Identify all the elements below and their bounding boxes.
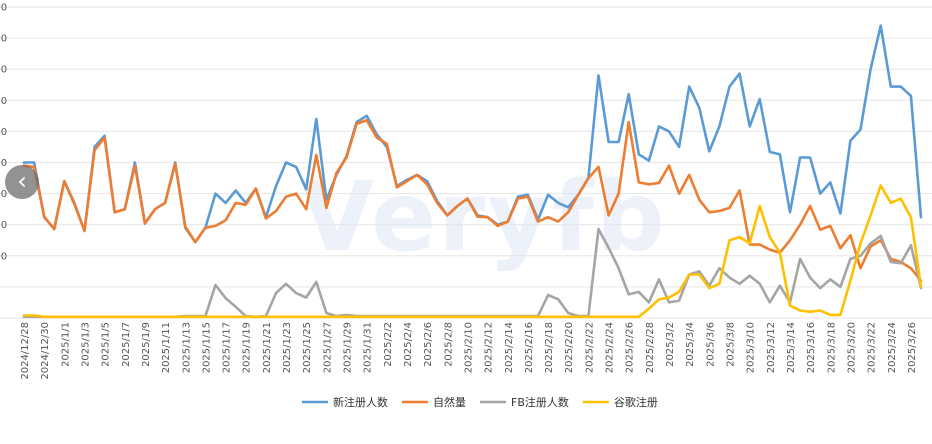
grid-lines [0, 6, 932, 319]
x-tick-label: 2025/1/15 [201, 322, 212, 373]
x-tick-label: 2025/2/28 [645, 322, 656, 373]
x-tick-label: 2025/1/1 [60, 322, 71, 367]
x-tick-label: 2025/3/12 [766, 322, 777, 373]
x-tick-label: 2024/12/30 [40, 322, 51, 380]
x-tick-label: 2025/2/18 [544, 322, 555, 373]
x-tick-label: 2025/2/4 [403, 322, 414, 367]
previous-arrow-button[interactable]: ‹ [5, 165, 39, 199]
x-tick-label: 2025/3/10 [746, 322, 757, 373]
legend-item-4[interactable]: 谷歌注册 [582, 395, 658, 409]
y-tick-label: 50 [0, 282, 1, 293]
x-tick-label: 2025/3/16 [806, 322, 817, 373]
x-tick-label: 2025/1/31 [363, 322, 374, 373]
x-tick-label: 2025/1/5 [101, 322, 112, 367]
y-axis-ticks: 050100150200250300350400450500 [0, 3, 7, 294]
x-tick-label: 2025/3/26 [907, 322, 918, 373]
x-tick-label: 2025/2/12 [484, 322, 495, 373]
legend-item-2[interactable]: 自然量 [402, 395, 466, 409]
x-tick-label: 2025/3/22 [867, 322, 878, 373]
x-tick-label: 2025/2/26 [625, 322, 636, 373]
x-tick-label: 2025/1/19 [242, 322, 253, 373]
x-tick-label: 2025/1/29 [343, 322, 354, 373]
x-tick-label: 2025/3/24 [887, 322, 898, 373]
x-tick-label: 2025/3/4 [685, 322, 696, 367]
x-tick-label: 2025/3/6 [705, 322, 716, 367]
x-tick-label: 2025/1/17 [222, 322, 233, 373]
x-tick-label: 2025/1/3 [80, 322, 91, 367]
x-tick-label: 2025/1/25 [302, 322, 313, 373]
x-tick-label: 2025/3/20 [846, 322, 857, 373]
x-tick-label: 2025/1/27 [322, 322, 333, 373]
legend-label: 新注册人数 [333, 395, 388, 409]
chevron-left-icon: ‹ [17, 167, 27, 195]
series-lines [22, 24, 923, 319]
x-tick-label: 2025/2/2 [383, 322, 394, 367]
x-tick-label: 2025/3/14 [786, 322, 797, 373]
x-tick-label: 2025/2/6 [423, 322, 434, 367]
y-tick-label: 500 [0, 3, 7, 14]
legend-label: 自然量 [433, 395, 466, 409]
y-tick-label: 400 [0, 65, 7, 76]
x-tick-label: 2025/2/24 [605, 322, 616, 373]
y-tick-label: 250 [0, 158, 7, 169]
legend-label: FB注册人数 [511, 395, 569, 409]
y-tick-label: 200 [0, 189, 7, 200]
x-tick-label: 2025/1/9 [141, 322, 152, 367]
x-tick-label: 2025/3/8 [726, 322, 737, 367]
x-tick-label: 2025/2/20 [564, 322, 575, 373]
y-tick-label: 100 [0, 251, 7, 262]
x-tick-label: 2025/2/10 [463, 322, 474, 373]
y-tick-label: 350 [0, 96, 7, 107]
x-tick-label: 2025/1/11 [161, 322, 172, 373]
x-tick-label: 2025/3/2 [665, 322, 676, 367]
legend-item-3[interactable]: FB注册人数 [480, 395, 569, 409]
x-tick-label: 2025/2/8 [443, 322, 454, 367]
y-tick-label: 450 [0, 34, 7, 45]
legend: 新注册人数 自然量 FB注册人数 谷歌注册 [302, 395, 658, 409]
x-tick-label: 2025/3/18 [826, 322, 837, 373]
x-tick-label: 2025/1/7 [121, 322, 132, 367]
y-tick-label: 150 [0, 220, 7, 231]
x-tick-label: 2025/2/16 [524, 322, 535, 373]
x-tick-label: 2025/2/22 [584, 322, 595, 373]
x-axis-ticks: 2024/12/28 2024/12/30 2025/1/1 2025/1/3 2025… [20, 322, 918, 380]
legend-label: 谷歌注册 [614, 395, 658, 409]
x-tick-label: 2025/2/14 [504, 322, 515, 373]
legend-item-1[interactable]: 新注册人数 [302, 395, 388, 409]
x-tick-label: 2025/1/23 [282, 322, 293, 373]
x-tick-label: 2025/1/13 [181, 322, 192, 373]
y-tick-label: 300 [0, 127, 7, 138]
series-line-2 [22, 118, 923, 282]
series-line-4 [22, 184, 923, 319]
x-tick-label: 2025/1/21 [262, 322, 273, 373]
x-tick-label: 2024/12/28 [20, 322, 31, 380]
